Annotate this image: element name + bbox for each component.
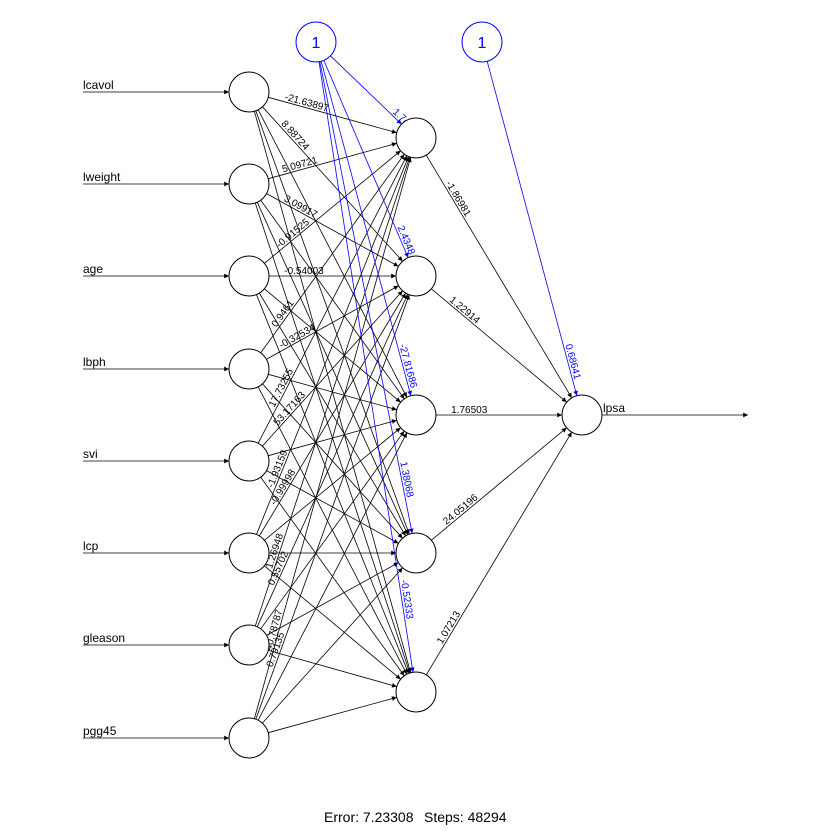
edge-pgg45-h4 [262, 567, 403, 724]
edge-lcavol-h1 [268, 96, 397, 134]
input-label-gleason: gleason [83, 631, 125, 645]
input-label-pgg45: pgg45 [83, 724, 117, 738]
edge-pgg45-h5 [268, 696, 397, 734]
bias-node-1 [295, 21, 337, 63]
bias-edge-h1 [330, 55, 402, 125]
weight-lbph-h2: -0.32534 [277, 322, 317, 351]
steps-label: Steps: 48294 [424, 809, 507, 825]
hidden-node-5 [395, 671, 437, 713]
weight-h4-output: 24.05196 [441, 492, 480, 527]
input-node-gleason [228, 624, 270, 666]
bias-edge-output [486, 61, 578, 396]
input-label-lweight: lweight [83, 170, 121, 184]
input-node-lcp [228, 532, 270, 574]
input-label-lcavol: lcavol [83, 78, 114, 92]
bias-label-2: 1 [478, 35, 487, 52]
edge-svi-h1 [257, 155, 408, 444]
weight-h2-output: 1.22914 [447, 295, 482, 327]
weight-h3-output: 1.76503 [451, 405, 488, 416]
edge-gleason-h1 [254, 156, 411, 627]
weight-lcavol-h2: 8.88724 [279, 119, 312, 153]
input-label-lbph: lbph [83, 355, 106, 369]
input-node-lcavol [228, 71, 270, 113]
edge-h4-output [431, 427, 567, 541]
nodes-layer: lcavol lweight age lbph svi lcp gleason pgg45 lp… [83, 21, 625, 759]
output-node [561, 394, 603, 436]
weight-lbph-h1: 0.9461 [270, 298, 297, 330]
output-label: lpsa [603, 401, 625, 415]
weight-age-h2: -0.54003 [284, 266, 324, 277]
edge-h5-output [425, 431, 573, 676]
edge-lbph-h2 [266, 285, 399, 360]
input-label-age: age [83, 262, 103, 276]
weight-lweight-h2: 3.09917 [282, 194, 319, 221]
input-label-lcp: lcp [83, 539, 99, 553]
edge-svi-h2 [262, 290, 403, 447]
bias-label-1: 1 [312, 35, 321, 52]
input-label-svi: svi [83, 447, 98, 461]
edges-layer [83, 55, 748, 741]
edge-gleason-h5 [268, 650, 397, 688]
edge-lcp-h5 [264, 565, 401, 680]
bias-weight-h5: -0.52333 [398, 579, 415, 620]
input-node-pgg45 [228, 717, 270, 759]
edge-pgg45-h1 [253, 157, 412, 719]
weight-h1-output: -1.86981 [443, 179, 473, 219]
hidden-node-3 [395, 394, 437, 436]
weights-layer: -21.638978.887245.097213.09917-0.91525-0… [263, 92, 582, 669]
edge-h2-output [431, 288, 567, 403]
bias-weight-output: 0.68641 [562, 343, 582, 381]
bias-weight-h2: 2.4348 [395, 224, 417, 257]
edge-lcp-h2 [258, 292, 407, 537]
bias-weight-h4: 1.38068 [397, 461, 415, 499]
weight-h5-output: 1.07213 [435, 609, 463, 646]
input-node-svi [228, 440, 270, 482]
edge-gleason-h4 [266, 562, 399, 636]
bias-edge-h3 [320, 61, 412, 396]
weight-lcavol-h1: -21.63897 [283, 92, 330, 115]
hidden-node-4 [395, 532, 437, 574]
input-node-lbph [228, 348, 270, 390]
edge-age-h1 [264, 150, 401, 264]
edge-pgg45-h2 [255, 294, 410, 720]
edge-gleason-h3 [260, 430, 405, 630]
edge-h1-output [425, 154, 573, 399]
edge-pgg45-h3 [257, 432, 408, 721]
edge-lweight-h1 [268, 142, 397, 180]
input-node-age [228, 255, 270, 297]
hidden-node-2 [395, 255, 437, 297]
bias-edge-h4 [319, 61, 414, 534]
edge-lweight-h2 [266, 193, 399, 267]
bias-weight-h3: -27.81686 [396, 343, 418, 390]
bias-edge-h2 [323, 60, 409, 258]
weight-lweight-h1: 5.09721 [281, 155, 319, 175]
edge-gleason-h2 [256, 294, 409, 627]
edge-lcavol-h2 [262, 106, 403, 262]
bias-node-2 [461, 21, 503, 63]
edge-lbph-h1 [260, 153, 405, 354]
bias-edge-h5 [318, 61, 415, 673]
hidden-node-1 [395, 117, 437, 159]
edge-lcp-h1 [256, 156, 409, 535]
input-node-lweight [228, 163, 270, 205]
error-label: Error: 7.23308 [324, 809, 414, 825]
